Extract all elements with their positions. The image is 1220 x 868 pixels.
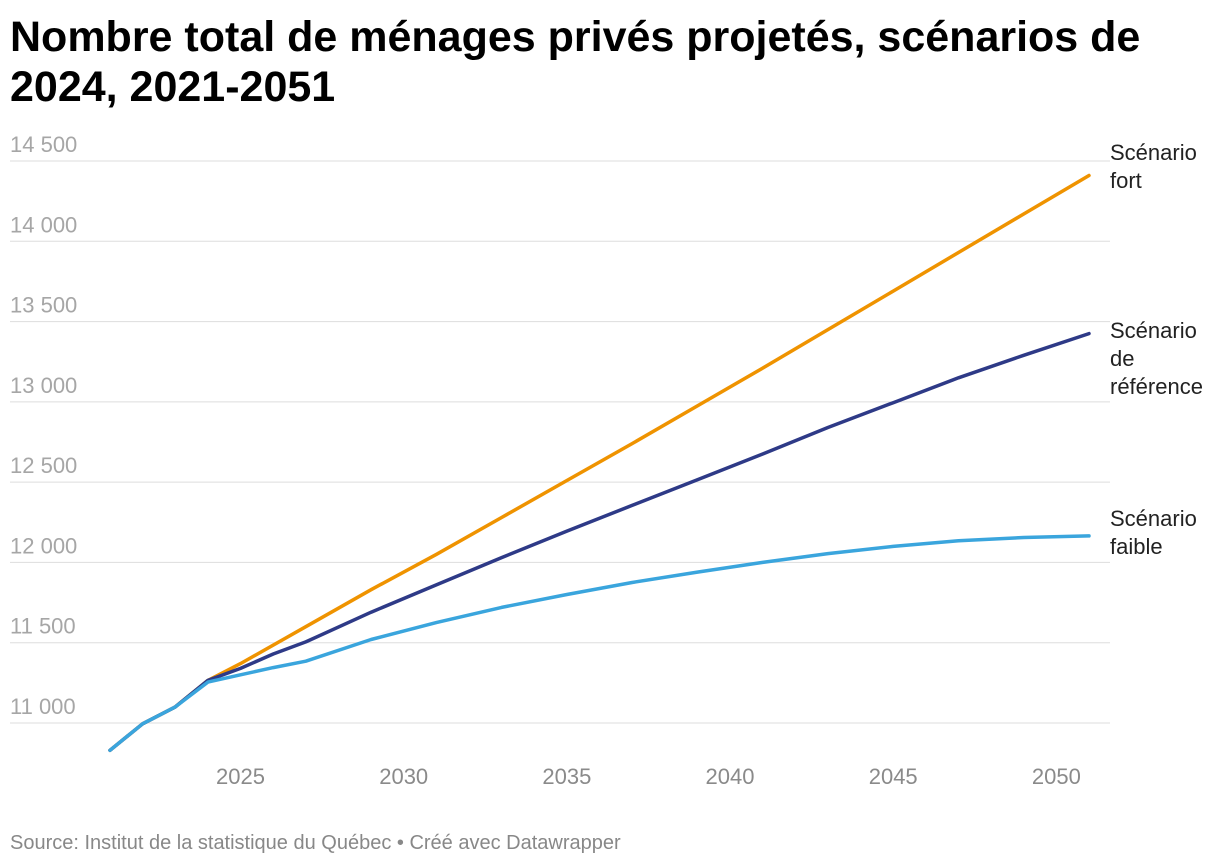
y-tick-label: 12 500 bbox=[10, 453, 77, 478]
y-tick-label: 12 000 bbox=[10, 533, 77, 558]
series-label-line: Scénario bbox=[1110, 506, 1197, 531]
x-tick-label: 2025 bbox=[216, 764, 265, 789]
source-note: Source: Institut de la statistique du Qu… bbox=[10, 832, 621, 854]
y-axis-tick-labels: 11 000 11 500 12 000 12 500 13 000 13 500 14 0… bbox=[10, 132, 77, 719]
series-label-scenario-fort: Scénario fort bbox=[1110, 140, 1197, 193]
series-label-line: référence bbox=[1110, 374, 1203, 399]
y-tick-label: 13 500 bbox=[10, 293, 77, 318]
series-label-scenario-faible: Scénario faible bbox=[1110, 506, 1197, 559]
series-line-scenario-fort bbox=[108, 173, 1091, 753]
y-tick-label: 11 500 bbox=[10, 614, 76, 639]
series-label-line: Scénario bbox=[1110, 140, 1197, 165]
series-line-scenario-faible bbox=[108, 534, 1091, 753]
series-lines bbox=[108, 173, 1091, 753]
chart-title: Nombre total de ménages privés projetés,… bbox=[10, 13, 1141, 111]
x-tick-label: 2045 bbox=[869, 764, 918, 789]
y-tick-label: 11 000 bbox=[10, 694, 76, 719]
x-tick-label: 2030 bbox=[379, 764, 428, 789]
series-label-line: faible bbox=[1110, 534, 1163, 559]
series-label-line: Scénario bbox=[1110, 318, 1197, 343]
x-tick-label: 2040 bbox=[706, 764, 755, 789]
y-tick-label: 13 000 bbox=[10, 373, 77, 398]
y-tick-label: 14 000 bbox=[10, 212, 77, 237]
x-tick-label: 2035 bbox=[542, 764, 591, 789]
y-tick-label: 14 500 bbox=[10, 132, 77, 157]
series-labels: Scénario fort Scénario de référence Scénario f… bbox=[1110, 140, 1203, 559]
series-label-line: de bbox=[1110, 346, 1134, 371]
x-tick-label: 2050 bbox=[1032, 764, 1081, 789]
series-label-scenario-de-reference: Scénario de référence bbox=[1110, 318, 1203, 399]
series-label-line: fort bbox=[1110, 168, 1142, 193]
x-axis-tick-labels: 2025 2030 2035 2040 2045 2050 bbox=[216, 764, 1081, 789]
gridlines bbox=[10, 160, 1110, 724]
